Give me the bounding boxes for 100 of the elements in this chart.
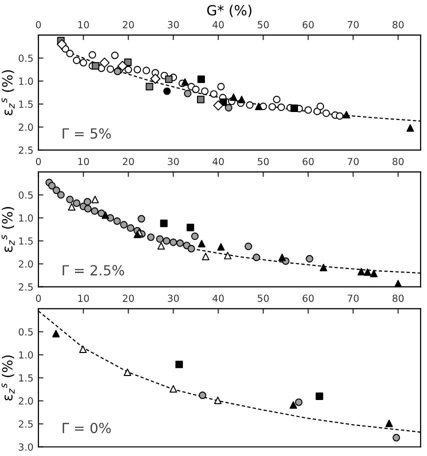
point xyxy=(68,203,76,211)
point xyxy=(201,87,209,95)
point xyxy=(80,58,88,66)
x-tick-label: 10 xyxy=(78,294,89,302)
point xyxy=(385,420,393,428)
y-tick-label: 1.0 xyxy=(19,214,33,222)
point xyxy=(320,264,328,272)
y-tick-label: 2.0 xyxy=(18,260,33,268)
point xyxy=(198,240,206,248)
x-tick-label: 80 xyxy=(392,294,404,302)
point xyxy=(142,66,150,74)
annotation: Γ = 0% xyxy=(62,422,111,434)
y-tick-label: 0.5 xyxy=(18,191,33,199)
point xyxy=(316,392,324,400)
point xyxy=(162,237,170,245)
point xyxy=(111,52,119,60)
point xyxy=(316,102,324,110)
point xyxy=(92,62,100,70)
point xyxy=(124,66,132,74)
point xyxy=(170,385,178,393)
point xyxy=(342,110,350,118)
x-tick-label: 70 xyxy=(348,158,359,166)
point xyxy=(91,196,99,204)
x-tick-label: 20 xyxy=(122,294,134,302)
point xyxy=(191,232,199,240)
x-tick-label: 20 xyxy=(122,158,134,166)
point xyxy=(184,90,192,98)
point xyxy=(213,100,224,111)
x-tick-label: 30 xyxy=(168,21,179,28)
point xyxy=(336,112,344,120)
point xyxy=(217,82,225,90)
point xyxy=(117,60,128,71)
x-tick-label: 0 xyxy=(36,294,41,302)
point xyxy=(134,66,142,74)
point xyxy=(290,401,298,409)
y-tick-label: 2.5 xyxy=(18,420,33,428)
point xyxy=(66,50,74,58)
x-tick-label: 0 xyxy=(36,21,41,28)
point xyxy=(272,96,280,104)
point xyxy=(224,252,232,260)
x-tick-label: 10 xyxy=(78,158,89,166)
x-tick-label: 70 xyxy=(348,21,359,28)
point xyxy=(163,87,171,95)
point xyxy=(254,102,262,110)
point xyxy=(295,398,302,406)
y-axis-title: ε$_{z}$$^{s}$ (%) xyxy=(2,207,15,252)
point xyxy=(224,104,232,112)
point xyxy=(57,191,65,199)
point xyxy=(358,268,365,276)
y-tick-label: 1.0 xyxy=(19,351,33,359)
x-tick-label: 60 xyxy=(302,21,314,28)
point xyxy=(106,65,114,73)
point xyxy=(210,90,218,98)
point xyxy=(197,75,205,83)
x-tick-label: 60 xyxy=(302,294,314,302)
point xyxy=(175,360,183,368)
point xyxy=(102,211,110,219)
point xyxy=(217,243,225,251)
x-tick-label: 50 xyxy=(258,158,269,166)
point xyxy=(188,244,196,252)
point xyxy=(120,221,128,229)
point xyxy=(181,78,189,86)
x-tick-label: 70 xyxy=(348,294,359,302)
point xyxy=(84,198,92,206)
point xyxy=(113,217,121,225)
point xyxy=(160,220,168,228)
point xyxy=(230,93,238,101)
x-tick-label: 80 xyxy=(392,21,404,28)
point xyxy=(244,242,252,250)
point xyxy=(406,124,414,132)
x-tick-label: 40 xyxy=(212,21,224,28)
point xyxy=(150,74,160,84)
x-tick-label: 0 xyxy=(36,158,41,166)
point xyxy=(88,51,96,59)
y-tick-label: 2.5 xyxy=(18,283,33,291)
x-axis-title: G* (%) xyxy=(207,4,252,18)
y-tick-label: 1.5 xyxy=(19,100,33,108)
point xyxy=(238,96,246,104)
y-axis-title: ε$_{z}$$^{s}$ (%) xyxy=(2,355,15,401)
point xyxy=(84,204,92,212)
x-tick-label: 40 xyxy=(212,158,224,166)
point xyxy=(146,82,154,90)
point xyxy=(192,86,200,94)
point xyxy=(138,215,146,223)
point xyxy=(304,106,312,114)
point xyxy=(66,196,74,204)
point xyxy=(72,56,80,64)
point xyxy=(126,224,134,232)
point xyxy=(170,238,178,246)
point xyxy=(277,104,285,112)
point xyxy=(290,104,298,112)
point xyxy=(48,182,56,190)
point xyxy=(147,233,155,241)
x-tick-label: 50 xyxy=(258,294,269,302)
point xyxy=(72,199,80,207)
point xyxy=(278,254,286,262)
point xyxy=(246,101,254,109)
x-tick-label: 80 xyxy=(392,158,404,166)
point xyxy=(156,235,164,243)
point xyxy=(52,186,60,194)
